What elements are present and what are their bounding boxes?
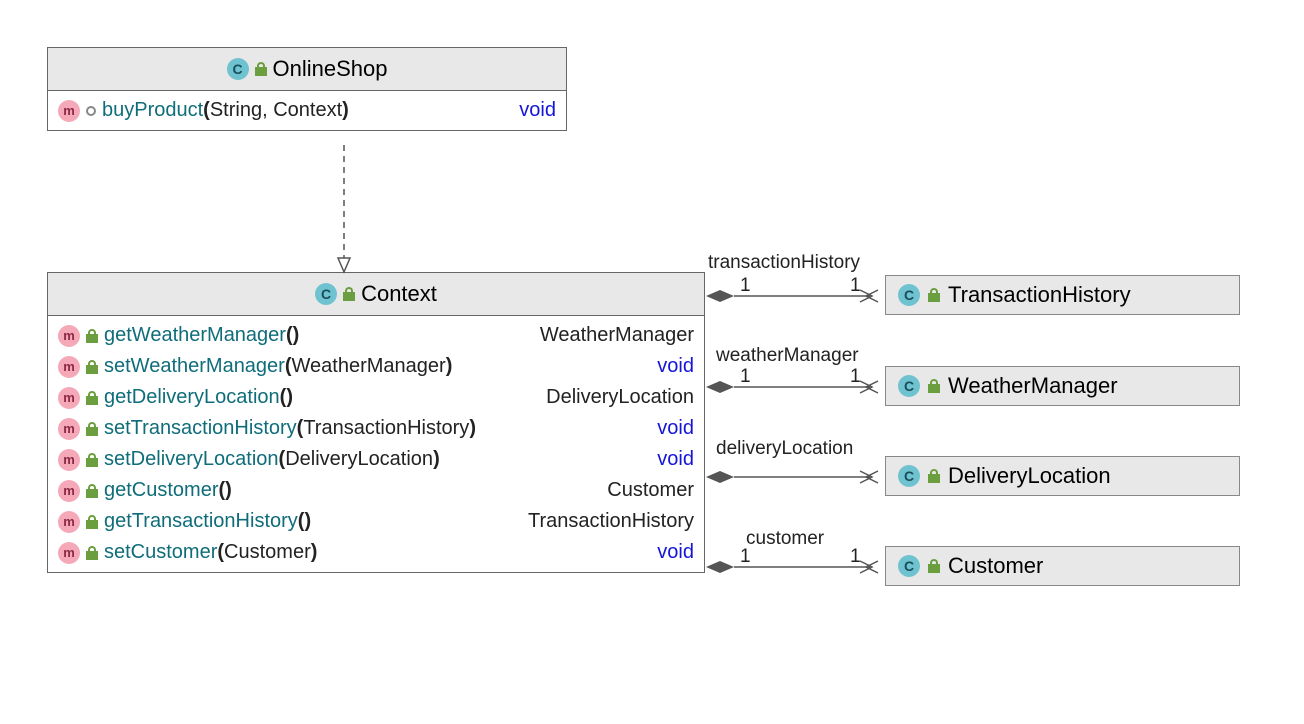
lock-icon [343, 287, 355, 301]
member-row: m getCustomer() Customer [48, 475, 704, 506]
multiplicity: 1 [740, 366, 751, 388]
lock-icon [928, 559, 940, 573]
method-sig: getCustomer() [104, 479, 232, 502]
assoc-label: customer [746, 528, 824, 550]
class-icon: C [227, 58, 249, 80]
class-body-onlineshop: m buyProduct(String, Context) void [48, 91, 566, 130]
method-icon: m [58, 480, 80, 502]
class-name: WeatherManager [948, 373, 1118, 399]
class-transactionhistory: C TransactionHistory [885, 275, 1240, 315]
class-name: OnlineShop [273, 56, 388, 82]
lock-icon [86, 453, 98, 467]
method-sig: setWeatherManager(WeatherManager) [104, 355, 452, 378]
class-weathermanager: C WeatherManager [885, 366, 1240, 406]
class-name: TransactionHistory [948, 282, 1131, 308]
member-row: m setDeliveryLocation(DeliveryLocation) vo… [48, 444, 704, 475]
return-type: Customer [587, 479, 694, 502]
method-sig: getTransactionHistory() [104, 510, 311, 533]
lock-icon [86, 515, 98, 529]
class-body-context: m getWeatherManager() WeatherManager m setWe… [48, 316, 704, 572]
return-type: TransactionHistory [508, 510, 694, 533]
lock-icon [86, 360, 98, 374]
lock-icon [86, 422, 98, 436]
class-name: DeliveryLocation [948, 463, 1111, 489]
lock-icon [86, 329, 98, 343]
return-type: void [637, 448, 694, 471]
return-type: DeliveryLocation [526, 386, 694, 409]
multiplicity: 1 [740, 546, 751, 568]
class-header-context: C Context [48, 273, 704, 316]
method-sig: setTransactionHistory(TransactionHistory… [104, 417, 476, 440]
lock-icon [86, 546, 98, 560]
class-context: C Context m getWeatherManager() WeatherMan… [47, 272, 705, 573]
return-type: void [499, 99, 556, 122]
method-icon: m [58, 387, 80, 409]
multiplicity: 1 [850, 546, 861, 568]
method-icon: m [58, 418, 80, 440]
method-sig: buyProduct(String, Context) [102, 99, 349, 122]
return-type: WeatherManager [520, 324, 694, 347]
lock-icon [928, 469, 940, 483]
method-icon: m [58, 356, 80, 378]
member-row: m setCustomer(Customer) void [48, 537, 704, 568]
class-name: Context [361, 281, 437, 307]
member-row: m getTransactionHistory() TransactionHisto… [48, 506, 704, 537]
return-type: void [637, 417, 694, 440]
class-customer: C Customer [885, 546, 1240, 586]
member-row: m getWeatherManager() WeatherManager [48, 320, 704, 351]
class-deliverylocation: C DeliveryLocation [885, 456, 1240, 496]
multiplicity: 1 [850, 275, 861, 297]
return-type: void [637, 355, 694, 378]
class-icon: C [898, 555, 920, 577]
method-icon: m [58, 542, 80, 564]
method-sig: getDeliveryLocation() [104, 386, 293, 409]
class-icon: C [898, 375, 920, 397]
member-row: m buyProduct(String, Context) void [48, 95, 566, 126]
assoc-label: weatherManager [716, 345, 859, 367]
method-icon: m [58, 325, 80, 347]
return-type: void [637, 541, 694, 564]
member-row: m getDeliveryLocation() DeliveryLocation [48, 382, 704, 413]
assoc-label: deliveryLocation [716, 438, 853, 460]
member-row: m setWeatherManager(WeatherManager) void [48, 351, 704, 382]
multiplicity: 1 [850, 366, 861, 388]
lock-icon [255, 62, 267, 76]
class-icon: C [898, 465, 920, 487]
lock-icon [928, 288, 940, 302]
class-icon: C [898, 284, 920, 306]
class-onlineshop: C OnlineShop m buyProduct(String, Contex… [47, 47, 567, 131]
method-sig: setDeliveryLocation(DeliveryLocation) [104, 448, 440, 471]
lock-icon [86, 484, 98, 498]
method-icon: m [58, 100, 80, 122]
lock-icon [928, 379, 940, 393]
class-icon: C [315, 283, 337, 305]
assoc-label: transactionHistory [708, 252, 860, 274]
class-name: Customer [948, 553, 1043, 579]
class-header-onlineshop: C OnlineShop [48, 48, 566, 91]
visibility-icon [86, 106, 96, 116]
method-sig: getWeatherManager() [104, 324, 299, 347]
method-icon: m [58, 449, 80, 471]
method-icon: m [58, 511, 80, 533]
lock-icon [86, 391, 98, 405]
multiplicity: 1 [740, 275, 751, 297]
member-row: m setTransactionHistory(TransactionHistor… [48, 413, 704, 444]
method-sig: setCustomer(Customer) [104, 541, 317, 564]
